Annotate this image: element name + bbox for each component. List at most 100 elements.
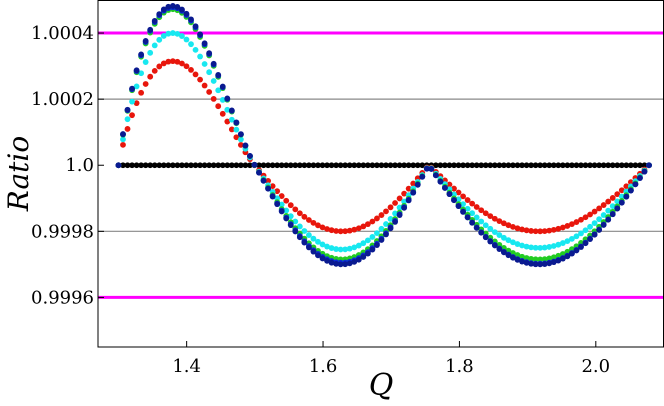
data-point <box>528 162 534 169</box>
data-point <box>627 179 634 186</box>
data-point <box>210 60 217 67</box>
data-point <box>537 261 544 268</box>
data-point <box>618 162 625 169</box>
data-point <box>500 249 507 256</box>
data-point <box>491 162 498 169</box>
x-tick-label: 2.0 <box>581 356 610 377</box>
data-point <box>478 207 485 214</box>
data-point <box>600 222 607 228</box>
data-point <box>174 58 181 65</box>
data-point <box>287 202 294 209</box>
data-point <box>505 222 512 229</box>
data-point <box>432 172 439 179</box>
data-point <box>315 252 321 259</box>
data-point <box>151 17 158 24</box>
data-point <box>306 244 312 251</box>
data-point <box>124 106 131 113</box>
data-point <box>138 162 145 169</box>
y-tick-label: 0.9996 <box>31 287 94 308</box>
data-point <box>573 233 580 240</box>
data-point <box>618 187 625 194</box>
data-point <box>564 238 571 245</box>
data-point <box>333 260 340 267</box>
data-point <box>537 162 544 169</box>
data-point <box>292 218 299 225</box>
data-point <box>274 201 281 208</box>
series-2 <box>115 30 652 253</box>
data-point <box>364 221 371 228</box>
data-point <box>287 222 294 229</box>
data-point <box>532 256 539 263</box>
data-point <box>165 30 172 37</box>
data-point <box>623 162 630 169</box>
data-point <box>197 53 203 60</box>
data-point <box>614 191 621 198</box>
data-point <box>627 162 634 169</box>
data-point <box>219 97 226 103</box>
data-point <box>351 244 358 251</box>
data-point <box>310 162 317 169</box>
data-point <box>188 162 194 169</box>
data-point <box>523 259 530 266</box>
data-point <box>129 85 135 92</box>
data-point <box>623 193 630 200</box>
data-point <box>142 81 149 87</box>
data-point <box>600 202 607 208</box>
data-point <box>528 255 534 262</box>
data-point <box>228 126 235 133</box>
data-point <box>478 162 485 169</box>
data-point <box>578 162 584 169</box>
data-point <box>464 197 471 203</box>
data-point <box>310 235 317 242</box>
data-point <box>169 58 176 65</box>
data-point <box>301 228 308 234</box>
data-point <box>505 252 512 259</box>
data-point <box>555 225 562 232</box>
data-point <box>432 162 439 169</box>
data-point <box>333 228 340 234</box>
data-point <box>242 142 249 149</box>
data-point <box>233 162 240 169</box>
data-point <box>156 36 163 43</box>
data-point <box>192 46 199 53</box>
data-series <box>115 3 652 268</box>
data-point <box>437 162 444 169</box>
data-point <box>546 227 553 234</box>
y-tick-label: 1.0 <box>65 155 94 176</box>
data-point <box>346 227 353 234</box>
data-point <box>156 63 163 70</box>
data-point <box>387 204 394 211</box>
data-point <box>228 107 235 114</box>
data-point <box>559 255 566 262</box>
data-point <box>237 136 244 143</box>
data-point <box>142 59 149 65</box>
data-point <box>464 162 471 169</box>
data-point <box>519 253 525 260</box>
data-point <box>233 134 240 141</box>
data-point <box>215 87 222 94</box>
data-point <box>446 181 453 188</box>
data-point <box>396 162 403 169</box>
data-point <box>374 215 380 222</box>
data-point <box>169 162 176 169</box>
data-point <box>210 96 217 102</box>
series-0 <box>115 162 652 169</box>
data-point <box>487 213 494 219</box>
data-point <box>641 162 648 169</box>
data-point <box>374 242 380 248</box>
data-point <box>451 191 457 198</box>
data-point <box>237 162 244 169</box>
data-point <box>478 229 485 236</box>
data-point <box>451 197 457 204</box>
data-point <box>265 178 271 184</box>
data-point <box>364 162 371 169</box>
data-point <box>369 234 376 240</box>
data-point <box>247 153 253 159</box>
data-point <box>528 260 534 267</box>
data-point <box>147 49 154 56</box>
data-point <box>455 162 462 169</box>
data-point <box>546 260 553 267</box>
data-point <box>387 225 394 232</box>
data-point <box>188 16 194 23</box>
data-point <box>120 131 126 137</box>
